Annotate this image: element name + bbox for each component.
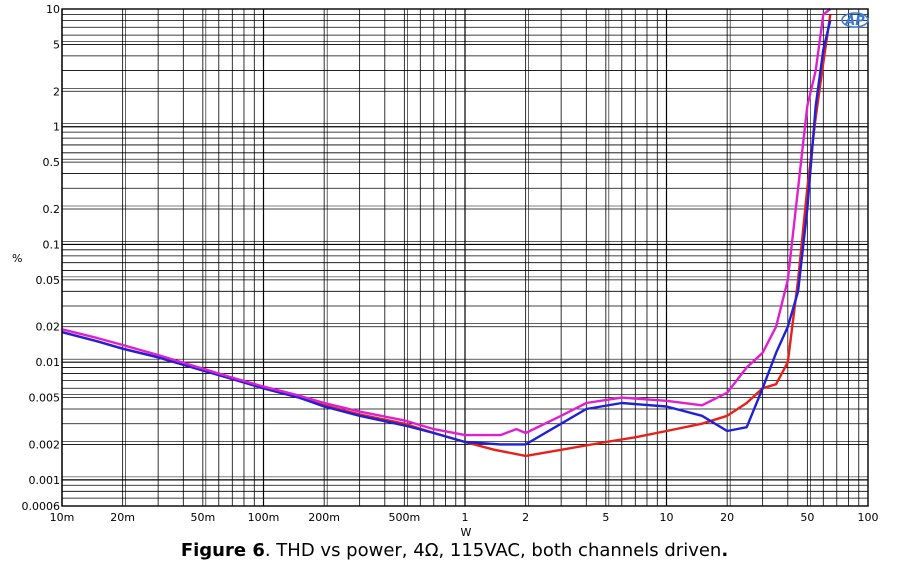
x-tick-label: 10m xyxy=(50,511,75,524)
x-tick-label: 50 xyxy=(800,511,814,524)
caption-end: . xyxy=(721,540,729,561)
x-tick-label: 1 xyxy=(462,511,469,524)
x-tick-label: 500m xyxy=(388,511,420,524)
y-axis-label: % xyxy=(12,252,22,265)
y-tick-label: 0.02 xyxy=(36,321,61,334)
y-tick-label: 0.001 xyxy=(29,474,61,487)
x-tick-label: 100m xyxy=(248,511,280,524)
x-tick-label: 10 xyxy=(660,511,674,524)
figure-caption: Figure 6. THD vs power, 4Ω, 115VAC, both… xyxy=(0,540,909,561)
y-tick-label: 0.005 xyxy=(29,392,61,405)
grid xyxy=(61,9,868,507)
series-line-2 xyxy=(61,20,832,446)
series-line-1 xyxy=(61,14,832,458)
y-tick-label: 0.1 xyxy=(43,238,61,251)
plot-frame xyxy=(61,8,869,507)
y-tick-label: 0.002 xyxy=(29,438,61,451)
x-tick-label: 20 xyxy=(720,511,734,524)
caption-label: Figure 6 xyxy=(180,540,265,561)
y-tick-label: 10 xyxy=(46,3,60,16)
x-tick-label: 200m xyxy=(308,511,340,524)
x-tick-label: 2 xyxy=(522,511,529,524)
y-tick-label: 5 xyxy=(53,38,60,51)
y-tick-labels: 0.0006 0.001 0.002 0.005 0.01 0.02 0.05 0.1 0.2 0… xyxy=(22,3,61,513)
logo-text: AP xyxy=(844,14,865,29)
x-tick-label: 5 xyxy=(602,511,609,524)
ap-logo-icon: AP xyxy=(841,12,869,29)
plot-border xyxy=(61,8,869,507)
series-lines xyxy=(61,8,832,458)
x-tick-label: 100 xyxy=(858,511,879,524)
y-tick-label: 1 xyxy=(53,121,60,134)
x-axis-label: W xyxy=(461,526,472,539)
x-tick-label: 20m xyxy=(110,511,135,524)
x-tick-label: 50m xyxy=(190,511,215,524)
thd-chart: 10m 20m 50m 100m 200m 500m 1 2 5 10 20 50 100 0.0006… xyxy=(12,3,879,539)
caption-text: . THD vs power, 4Ω, 115VAC, both channel… xyxy=(264,540,722,561)
x-tick-labels: 10m 20m 50m 100m 200m 500m 1 2 5 10 20 50 100 xyxy=(50,511,879,524)
series-line-3 xyxy=(61,8,832,437)
y-tick-label: 2 xyxy=(53,85,60,98)
y-tick-label: 0.0006 xyxy=(22,500,61,513)
y-tick-label: 0.05 xyxy=(36,274,61,287)
y-tick-label: 0.5 xyxy=(43,156,61,169)
y-tick-label: 0.01 xyxy=(36,356,61,369)
y-tick-label: 0.2 xyxy=(43,203,61,216)
